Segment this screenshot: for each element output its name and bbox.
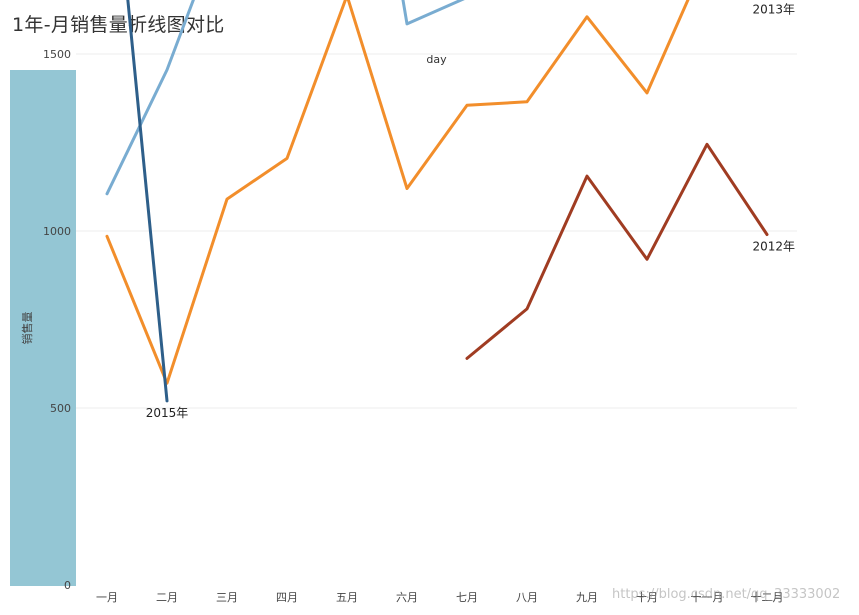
x-tick-label: 八月 <box>516 591 538 604</box>
chart-title: 1年-月销售量折线图对比 <box>12 14 225 36</box>
y-axis-ticks: 05001000150020002500 <box>43 48 71 592</box>
x-axis-ticks: 一月 二月 三月 四月 五月 六月 七月 八月 九月 十月 十一月 十二月 <box>96 590 784 604</box>
series-lines <box>105 0 769 403</box>
column-header: day <box>426 53 447 66</box>
x-tick-label: 六月 <box>396 591 418 604</box>
y-tick-label: 1000 <box>43 225 71 238</box>
x-tick-label: 七月 <box>456 591 478 604</box>
x-tick-label: 三月 <box>216 591 238 604</box>
series-label: 2012年 <box>752 240 795 254</box>
series-labels: 2014年2013年2012年2015年 <box>146 2 795 420</box>
series-label: 2015年 <box>146 406 189 420</box>
series-line <box>105 0 465 196</box>
y-tick-label: 1500 <box>43 48 71 61</box>
gridlines <box>76 53 797 409</box>
y-tick-label: 500 <box>50 402 71 415</box>
x-tick-label: 四月 <box>276 591 298 604</box>
x-tick-label: 十一月 <box>691 590 724 604</box>
series-line <box>465 142 769 360</box>
x-tick-label: 十月 <box>636 590 658 604</box>
x-tick-label: 五月 <box>336 591 358 604</box>
series-line <box>126 0 169 403</box>
watermark: https://blog.csdn.net/qq_33333002 <box>612 587 841 602</box>
x-tick-label: 二月 <box>156 591 178 604</box>
y-tick-label: 0 <box>64 579 71 592</box>
x-tick-label: 一月 <box>96 591 118 604</box>
y-axis-band <box>10 70 76 586</box>
series-line <box>105 0 690 385</box>
x-tick-label: 九月 <box>576 591 598 604</box>
x-tick-label: 十二月 <box>751 590 784 604</box>
series-label: 2013年 <box>752 2 795 16</box>
